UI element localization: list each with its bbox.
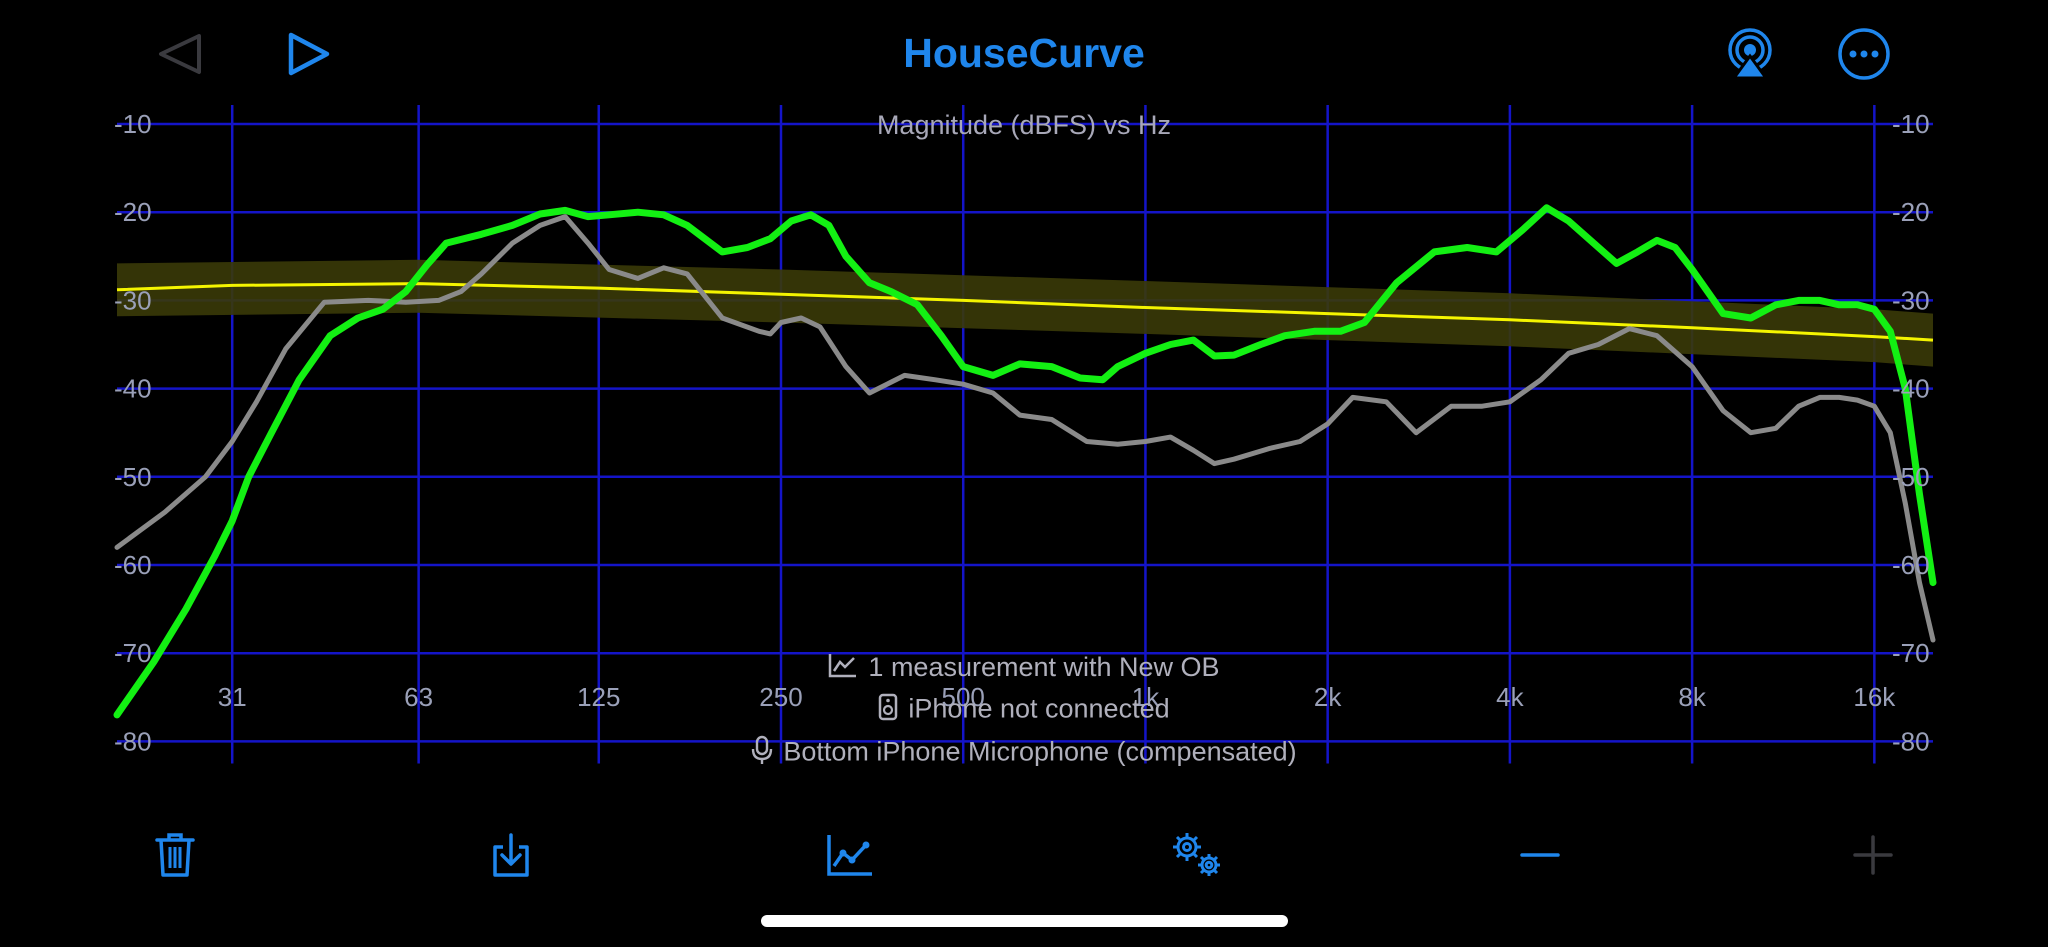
x-tick-label: 16k [1853,682,1896,712]
airplay-button[interactable] [1718,22,1782,86]
play-icon [288,32,330,76]
x-tick-label: 1k [1132,682,1160,712]
y-tick-label-left: -10 [114,109,152,139]
download-icon [493,833,529,877]
y-tick-label-left: -80 [114,726,152,756]
zoom-in-button[interactable] [1838,820,1908,890]
y-tick-label-left: -50 [114,462,152,492]
more-button[interactable] [1832,22,1896,86]
raw-curve [114,214,1936,643]
magnitude-chart[interactable]: -10 -20 -30 -40 -50 -60 -70 -80 -10 -20 -30 -40 -50… [0,105,2048,820]
speaker-icon [878,693,898,728]
y-tick-label-right: -10 [1892,109,1930,139]
x-tick-label: 8k [1678,682,1706,712]
y-tick-label-right: -40 [1892,374,1930,404]
y-tick-label-right: -30 [1892,285,1930,315]
device-info: iPhone not connected [0,693,2048,728]
home-indicator [761,915,1288,927]
airplay-icon [1728,28,1772,80]
settings-button[interactable] [1162,820,1232,890]
bottom-toolbar [0,820,2048,890]
y-tick-label-right: -50 [1892,462,1930,492]
more-ellipsis-icon [1838,28,1890,80]
device-text: iPhone not connected [908,693,1170,724]
chart-series [113,204,1937,719]
chart-title: Magnitude (dBFS) vs Hz [876,110,1172,140]
y-tick-label-left: -20 [114,197,152,227]
trash-icon [155,833,195,877]
zoom-out-button[interactable] [1505,820,1575,890]
y-tick-label-right: -60 [1892,550,1930,580]
x-tick-label: 500 [942,682,985,712]
y-tick-label-left: -60 [114,550,152,580]
back-triangle-icon [159,34,201,74]
x-axis: 31 63 125 250 500 1k 2k 4k 8k 16k [218,682,1897,712]
x-tick-label: 4k [1496,682,1524,712]
top-toolbar: HouseCurve [0,0,2048,105]
chart-icon [827,835,872,876]
target-band [117,259,1933,367]
back-button[interactable] [148,22,212,86]
delete-button[interactable] [140,820,210,890]
y-tick-label-right: -80 [1892,726,1930,756]
export-button[interactable] [476,820,546,890]
measured-curve [113,204,1937,719]
x-tick-label: 250 [759,682,802,712]
y-axis-left: -10 -20 -30 -40 -50 -60 -70 -80 [114,109,152,756]
x-tick-label: 2k [1314,682,1342,712]
play-button[interactable] [276,22,340,86]
y-tick-label-left: -70 [114,638,152,668]
x-tick-label: 63 [404,682,433,712]
settings-gears-icon [1173,833,1220,876]
measurement-text: 1 measurement with New OB [868,652,1220,682]
y-tick-label-right: -70 [1892,638,1930,668]
target-curve [116,282,1934,342]
minus-icon [1520,853,1560,857]
x-tick-label: 31 [218,682,247,712]
microphone-info: Bottom iPhone Microphone (compensated) [0,735,2048,772]
microphone-icon [751,735,773,772]
y-tick-label-left: -40 [114,374,152,404]
microphone-text: Bottom iPhone Microphone (compensated) [783,736,1297,767]
measurement-info: 1 measurement with New OB [0,652,2048,685]
y-axis-right: -10 -20 -30 -40 -50 -60 -70 -80 [1892,109,1930,756]
target-band-fill [117,259,1933,367]
app-title: HouseCurve [903,30,1145,76]
chart-button[interactable] [815,820,885,890]
chart-line-icon [828,652,858,685]
y-tick-label-right: -20 [1892,197,1930,227]
x-tick-label: 125 [577,682,620,712]
y-tick-label-left: -30 [114,285,152,315]
plus-icon [1853,835,1893,875]
